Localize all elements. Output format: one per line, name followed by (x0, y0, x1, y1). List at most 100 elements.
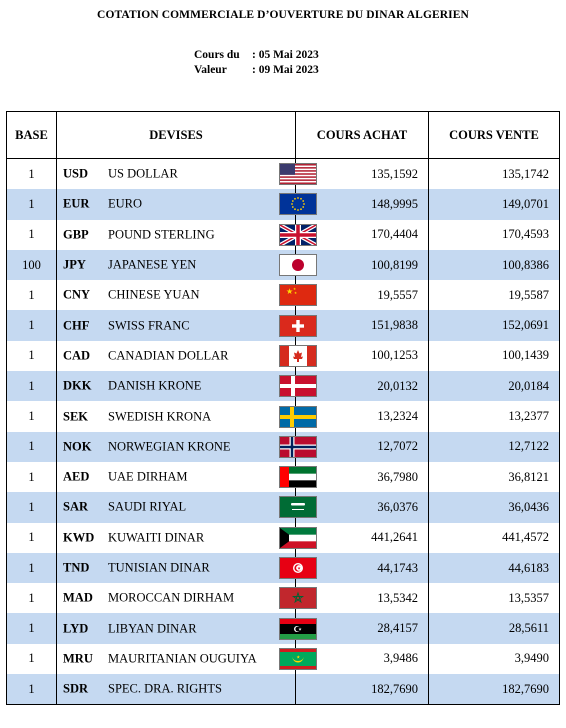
devise-cell: JPY JAPANESE YEN (56, 249, 317, 281)
cours-achat-cell: 13,5342 (295, 583, 429, 614)
svg-text:★: ★ (297, 566, 301, 571)
currency-name: SPEC. DRA. RIGHTS (108, 681, 222, 696)
devise-cell: DKK DANISH KRONE (56, 371, 317, 402)
header-base: BASE (6, 111, 57, 159)
table-row: 1 KWD KUWAITI DINAR 441,2641 441,4572 (6, 522, 560, 553)
svg-text:★: ★ (294, 291, 297, 295)
currency-name: SAUDI RIYAL (108, 499, 187, 514)
devise-cell: USD US DOLLAR (56, 158, 317, 190)
svg-text:★: ★ (298, 626, 302, 631)
devise-cell: KWD KUWAITI DINAR (56, 522, 317, 553)
currency-name: POUND STERLING (108, 227, 215, 242)
header-cours-achat: COURS ACHAT (295, 111, 429, 159)
base-cell: 1 (6, 674, 57, 706)
currency-code: TND (63, 560, 90, 575)
cours-achat-cell: 170,4404 (295, 219, 429, 250)
table-row: 1 AED UAE DIRHAM 36,7980 36,8121 (6, 461, 560, 493)
kuwait-flag-icon (279, 526, 317, 549)
currency-code: KWD (63, 530, 95, 545)
valeur-line: Valeur : 09 Mai 2023 (194, 63, 319, 78)
table-row: 1 LYD LIBYAN DINAR ★ 28,4157 28,5611 (6, 613, 560, 644)
table-row: 1 TND TUNISIAN DINAR ★ 44,1743 44,6183 (6, 552, 560, 584)
devise-cell: GBP POUND STERLING (56, 219, 317, 250)
base-cell: 1 (6, 431, 57, 462)
cours-achat-cell: 100,1253 (295, 340, 429, 372)
table-row: 1 SAR SAUDI RIYAL 36,0376 36,0436 (6, 492, 560, 523)
cours-vente-cell: 44,6183 (428, 552, 560, 584)
dates-block: Cours du: 05 Mai 2023 Valeur : 09 Mai 202… (194, 48, 319, 78)
cours-vente-cell: 36,8121 (428, 461, 560, 493)
cours-achat-cell: 441,2641 (295, 522, 429, 553)
devise-cell: AED UAE DIRHAM (56, 461, 317, 493)
devise-cell: TND TUNISIAN DINAR ★ (56, 552, 317, 584)
canada-flag-icon (279, 344, 317, 367)
base-cell: 1 (6, 371, 57, 402)
currency-code: USD (63, 166, 89, 181)
devise-cell: LYD LIBYAN DINAR ★ (56, 613, 317, 644)
currency-code: LYD (63, 621, 89, 636)
cours-vente-cell: 20,0184 (428, 371, 560, 402)
header-cours-vente: COURS VENTE (428, 111, 560, 159)
currency-code: SEK (63, 409, 89, 424)
japan-flag-icon (279, 254, 317, 277)
cours-vente-cell: 441,4572 (428, 522, 560, 553)
table-row: 1 USD US DOLLAR 135,1592 135,1742 (6, 158, 560, 190)
base-cell: 100 (6, 249, 57, 281)
uk-flag-icon (279, 223, 317, 246)
china-flag-icon: ★ ★ ★ (279, 284, 317, 307)
table-row: 1 CNY CHINESE YUAN ★ ★ ★ 19,5557 19,5587 (6, 280, 560, 311)
cours-achat-cell: 20,0132 (295, 371, 429, 402)
currency-name: SWISS FRANC (108, 318, 190, 333)
base-cell: 1 (6, 492, 57, 523)
table-row: 1 CHF SWISS FRANC 151,9838 152,0691 (6, 310, 560, 341)
cours-achat-cell: 148,9995 (295, 189, 429, 220)
table-row: 100 JPY JAPANESE YEN 100,8199 100,8386 (6, 249, 560, 281)
currency-code: SAR (63, 499, 89, 514)
devise-cell: CHF SWISS FRANC (56, 310, 317, 341)
currency-name: MAURITANIAN OUGUIYA (108, 651, 257, 666)
cours-vente-cell: 170,4593 (428, 219, 560, 250)
cours-achat-cell: 44,1743 (295, 552, 429, 584)
morocco-flag-icon (279, 587, 317, 610)
svg-text:★: ★ (293, 287, 296, 291)
devise-cell: NOK NORWEGIAN KRONE (56, 431, 317, 462)
cours-vente-cell: 100,8386 (428, 249, 560, 281)
currency-code: DKK (63, 378, 92, 393)
currency-code: JPY (63, 257, 86, 272)
currency-code: CHF (63, 318, 90, 333)
currency-name: US DOLLAR (108, 166, 178, 181)
currency-name: JAPANESE YEN (108, 257, 197, 272)
cours-vente-cell: 12,7122 (428, 431, 560, 462)
uae-flag-icon (279, 466, 317, 489)
eu-flag-icon (279, 193, 317, 216)
devise-cell: SDR SPEC. DRA. RIGHTS (56, 674, 296, 706)
cours-label: Cours du (194, 49, 240, 61)
cours-achat-cell: 36,7980 (295, 461, 429, 493)
swiss-flag-icon (279, 314, 317, 337)
currency-name: TUNISIAN DINAR (108, 560, 210, 575)
currency-name: NORWEGIAN KRONE (108, 439, 231, 454)
cours-achat-cell: 19,5557 (295, 280, 429, 311)
cours-achat-cell: 36,0376 (295, 492, 429, 523)
currency-name: SWEDISH KRONA (108, 409, 212, 424)
cours-line: Cours du: 05 Mai 2023 (194, 48, 319, 63)
base-cell: 1 (6, 522, 57, 553)
base-cell: 1 (6, 613, 57, 644)
currency-name: CHINESE YUAN (108, 287, 200, 302)
devise-cell: MAD MOROCCAN DIRHAM (56, 583, 317, 614)
header-devises: DEVISES (56, 111, 296, 159)
cours-vente-cell: 13,5357 (428, 583, 560, 614)
table-row: 1 GBP POUND STERLING 170,4404 170,4593 (6, 219, 560, 250)
base-cell: 1 (6, 310, 57, 341)
valeur-label: Valeur (194, 64, 227, 76)
valeur-value: : 09 Mai 2023 (252, 64, 319, 76)
denmark-flag-icon (279, 375, 317, 398)
cours-achat-cell: 100,8199 (295, 249, 429, 281)
currency-code: CAD (63, 348, 91, 363)
libya-flag-icon: ★ (279, 617, 317, 640)
base-cell: 1 (6, 219, 57, 250)
currency-code: AED (63, 469, 90, 484)
cours-vente-cell: 182,7690 (428, 674, 560, 706)
cours-achat-cell: 12,7072 (295, 431, 429, 462)
table-row: 1 CAD CANADIAN DOLLAR 100,1253 100,1439 (6, 340, 560, 372)
